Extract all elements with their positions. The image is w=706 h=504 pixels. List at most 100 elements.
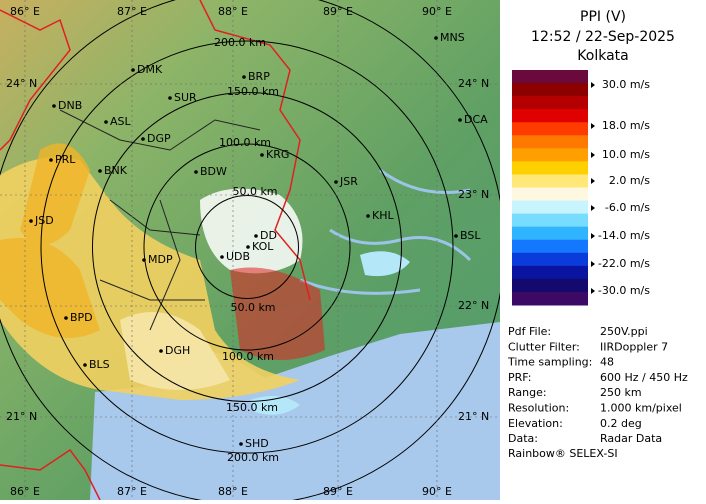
city-dot: [49, 158, 53, 162]
info-key: Range:: [508, 386, 547, 399]
lon-label: 89° E: [323, 5, 353, 18]
city-label: SHD: [245, 437, 269, 450]
footer: Rainbow® SELEX-SI: [508, 447, 618, 460]
info-key: PRF:: [508, 371, 531, 384]
range-label: 50.0 km: [230, 301, 275, 314]
lon-label: 88° E: [218, 5, 248, 18]
city-dot: [254, 234, 258, 238]
city-label: BDW: [200, 165, 227, 178]
city-dot: [104, 120, 108, 124]
rivers: [299, 168, 472, 295]
colorbar-cell: [512, 200, 588, 215]
info-value: 250V.ppi: [600, 325, 648, 338]
city-label: UDB: [226, 250, 250, 263]
city-label: DCA: [464, 113, 488, 126]
city-dot: [334, 180, 338, 184]
range-label: 150.0 km: [227, 85, 279, 98]
city-dot: [142, 258, 146, 262]
info-value: 600 Hz / 450 Hz: [600, 371, 688, 384]
colorbar-tick: [591, 288, 595, 294]
colorbar-tick: [591, 123, 595, 129]
lon-label: 90° E: [422, 5, 452, 18]
range-label: 150.0 km: [226, 401, 278, 414]
colorbar-cell: [512, 174, 588, 188]
city-label: DD: [260, 229, 277, 242]
city-label: SUR: [174, 91, 197, 104]
city-label: KRG: [266, 148, 289, 161]
city-dot: [52, 104, 56, 108]
city-label: MNS: [440, 31, 465, 44]
city-dot: [220, 255, 224, 259]
colorbar-cell: [512, 278, 588, 293]
city-label: BNK: [104, 164, 128, 177]
colorbar-cell: [512, 291, 588, 306]
colorbar-cell: [512, 252, 588, 267]
city-label: BLS: [89, 358, 110, 371]
city-label: JSD: [34, 214, 54, 227]
city-label: KHL: [372, 209, 394, 222]
district-lines: [59, 109, 261, 331]
city-label: DGP: [147, 132, 171, 145]
panel-title: Kolkata: [577, 48, 628, 64]
info-key: Clutter Filter:: [508, 340, 580, 353]
colorbar-cell: [512, 265, 588, 280]
city-dot: [168, 96, 172, 100]
colorbar-label: 18.0 m/s: [602, 119, 650, 132]
city-label: BRP: [248, 70, 270, 83]
colorbar-label: -6.0 m/s: [605, 201, 650, 214]
range-label: 100.0 km: [222, 350, 274, 363]
range-rings: [0, 0, 500, 500]
city-label: ASL: [110, 115, 132, 128]
colorbar-label: 30.0 m/s: [602, 78, 650, 91]
colorbar-cell: [512, 122, 588, 136]
precip-light: [120, 312, 230, 390]
city-dot: [131, 68, 135, 72]
city-dot: [29, 219, 33, 223]
info-key: Data:: [508, 432, 538, 445]
graticule: [0, 0, 500, 500]
lon-label: 87° E: [117, 5, 147, 18]
range-label: 100.0 km: [219, 136, 271, 149]
colorbar-cell: [512, 187, 588, 202]
clutter-red: [230, 267, 325, 360]
colorbar-label: -14.0 m/s: [598, 229, 650, 242]
precip-orange: [0, 143, 100, 338]
info-value: IIRDoppler 7: [600, 340, 668, 353]
info-value: 250 km: [600, 386, 642, 399]
city-label: DGH: [165, 344, 190, 357]
city-label: JSR: [339, 175, 358, 188]
lat-label: 23° N: [458, 188, 489, 201]
lat-label: 24° N: [458, 77, 489, 90]
colorbar-cell: [512, 213, 588, 228]
info-value: Radar Data: [600, 432, 662, 445]
colorbar-label: 2.0 m/s: [609, 174, 650, 187]
city-dot: [141, 137, 145, 141]
lat-label: 21° N: [458, 410, 489, 423]
city-dot: [239, 442, 243, 446]
map: MNS DMK BRP SUR DNB ASL DGP KRG DCA PRL BNK BDW JSR K…: [0, 0, 500, 500]
city-dot: [246, 245, 250, 249]
info-key: Time sampling:: [507, 356, 592, 369]
panel-title: PPI (V): [580, 9, 626, 25]
lon-label: 87° E: [117, 485, 147, 498]
colorbar-label: 10.0 m/s: [602, 148, 650, 161]
city-dot: [83, 363, 87, 367]
colorbar-cell: [512, 135, 588, 149]
colorbar-cell: [512, 226, 588, 241]
city-dot: [458, 118, 462, 122]
colorbar-label: -22.0 m/s: [598, 257, 650, 270]
lat-label: 22° N: [458, 299, 489, 312]
range-label: 50.0 km: [232, 185, 277, 198]
panel-title: 12:52 / 22-Sep-2025: [531, 29, 675, 45]
city-label: PRL: [55, 153, 76, 166]
colorbar-cell: [512, 161, 588, 175]
precip-cyan: [250, 251, 410, 415]
range-label: 200.0 km: [227, 451, 279, 464]
colorbar-tick: [591, 261, 595, 267]
colorbar-tick: [591, 82, 595, 88]
info-value: 0.2 deg: [600, 417, 642, 430]
city-dot: [98, 169, 102, 173]
lon-label: 86° E: [10, 5, 40, 18]
city-dot: [366, 214, 370, 218]
lon-label: 89° E: [323, 485, 353, 498]
